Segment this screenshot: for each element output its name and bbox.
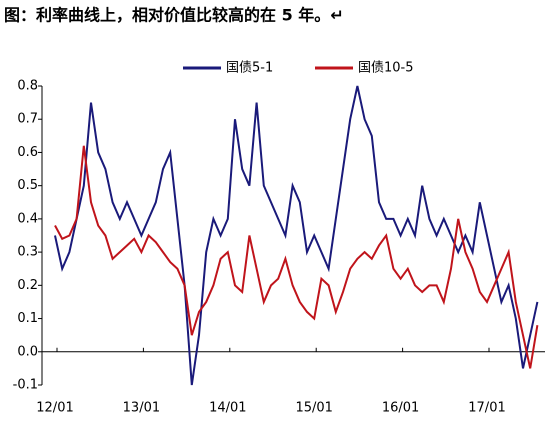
y-tick-label: 0.6 — [17, 145, 38, 160]
y-tick-label: 0.8 — [17, 79, 38, 94]
y-tick-label: -0.1 — [13, 378, 38, 393]
x-tick-label: 14/01 — [209, 401, 246, 416]
x-tick-label: 17/01 — [468, 401, 505, 416]
x-tick-label: 16/01 — [382, 401, 419, 416]
y-tick-label: 0.0 — [17, 344, 38, 359]
y-tick-label: 0.5 — [17, 178, 38, 193]
y-tick-label: 0.3 — [17, 245, 38, 260]
y-tick-label: 0.7 — [17, 112, 38, 127]
legend-label: 国债5-1 — [226, 61, 273, 76]
y-tick-label: 0.2 — [17, 278, 38, 293]
legend-label: 国债10-5 — [358, 61, 414, 76]
series-line — [54, 145, 539, 369]
x-tick-label: 15/01 — [295, 401, 332, 416]
y-tick-label: 0.1 — [17, 311, 38, 326]
series-line — [54, 85, 539, 386]
y-tick-label: 0.4 — [17, 211, 38, 226]
chart-title: 图：利率曲线上，相对价值比较高的在 5 年。↵ — [4, 6, 344, 25]
x-tick-label: 12/01 — [36, 401, 73, 416]
x-tick-label: 13/01 — [123, 401, 160, 416]
